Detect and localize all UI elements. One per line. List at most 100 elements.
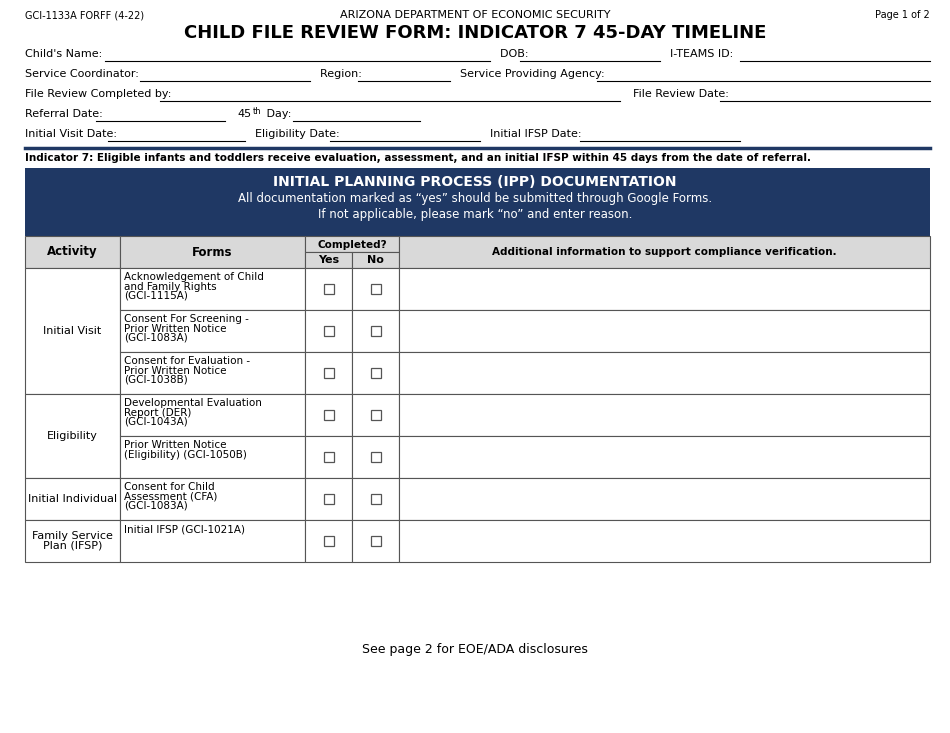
Bar — [25, 236, 120, 268]
Bar — [399, 478, 930, 520]
Text: Plan (IFSP): Plan (IFSP) — [43, 541, 103, 551]
Text: Family Service: Family Service — [32, 531, 113, 541]
Text: Eligibility Date:: Eligibility Date: — [255, 129, 343, 139]
Bar — [305, 268, 352, 310]
Text: Initial IFSP (GCI-1021A): Initial IFSP (GCI-1021A) — [124, 524, 245, 534]
Text: Forms: Forms — [192, 246, 233, 259]
Bar — [25, 394, 120, 478]
Text: Prior Written Notice: Prior Written Notice — [124, 323, 226, 334]
Bar — [324, 494, 333, 504]
Text: File Review Date:: File Review Date: — [633, 89, 732, 99]
Bar — [120, 478, 305, 520]
Text: Completed?: Completed? — [317, 240, 387, 250]
Text: All documentation marked as “yes” should be submitted through Google Forms.: All documentation marked as “yes” should… — [238, 192, 712, 205]
Text: ARIZONA DEPARTMENT OF ECONOMIC SECURITY: ARIZONA DEPARTMENT OF ECONOMIC SECURITY — [340, 10, 610, 20]
Text: (Eligibility) (GCI-1050B): (Eligibility) (GCI-1050B) — [124, 449, 247, 460]
Bar — [324, 368, 333, 378]
Bar — [305, 310, 352, 352]
Bar — [324, 452, 333, 462]
Text: th: th — [253, 107, 261, 116]
Bar — [120, 352, 305, 394]
Bar — [352, 310, 399, 352]
Text: Yes: Yes — [318, 255, 339, 265]
Bar — [305, 436, 352, 478]
Bar — [305, 352, 352, 394]
Text: (GCI-1083A): (GCI-1083A) — [124, 501, 188, 511]
Text: Indicator 7: Eligible infants and toddlers receive evaluation, assessment, and a: Indicator 7: Eligible infants and toddle… — [25, 153, 811, 163]
Text: (GCI-1083A): (GCI-1083A) — [124, 333, 188, 343]
Text: Page 1 of 2: Page 1 of 2 — [875, 10, 930, 20]
Text: Initial Visit: Initial Visit — [44, 326, 102, 336]
Text: CHILD FILE REVIEW FORM: INDICATOR 7 45-DAY TIMELINE: CHILD FILE REVIEW FORM: INDICATOR 7 45-D… — [183, 24, 767, 42]
Text: Region:: Region: — [320, 69, 366, 79]
Bar — [399, 394, 930, 436]
Bar — [370, 494, 381, 504]
Bar — [25, 168, 930, 236]
Bar — [352, 268, 399, 310]
Bar — [120, 268, 305, 310]
Text: (GCI-1115A): (GCI-1115A) — [124, 291, 188, 301]
Bar — [25, 268, 120, 394]
Bar — [305, 252, 352, 268]
Text: Day:: Day: — [263, 109, 294, 119]
Bar — [370, 536, 381, 546]
Text: Service Providing Agency:: Service Providing Agency: — [460, 69, 608, 79]
Text: Prior Written Notice: Prior Written Notice — [124, 366, 226, 375]
Text: Consent for Child: Consent for Child — [124, 482, 215, 492]
Text: Report (DER): Report (DER) — [124, 408, 191, 418]
Bar — [25, 520, 120, 562]
Text: (GCI-1043A): (GCI-1043A) — [124, 417, 188, 427]
Text: (GCI-1038B): (GCI-1038B) — [124, 375, 188, 385]
Text: and Family Rights: and Family Rights — [124, 281, 217, 292]
Text: 45: 45 — [237, 109, 251, 119]
Text: Assessment (CFA): Assessment (CFA) — [124, 492, 218, 501]
Bar — [399, 310, 930, 352]
Bar — [370, 284, 381, 294]
Bar — [324, 536, 333, 546]
Text: Initial Visit Date:: Initial Visit Date: — [25, 129, 121, 139]
Bar — [352, 352, 399, 394]
Bar — [120, 310, 305, 352]
Bar — [352, 394, 399, 436]
Bar — [399, 352, 930, 394]
Bar — [120, 520, 305, 562]
Text: Developmental Evaluation: Developmental Evaluation — [124, 398, 262, 408]
Bar — [120, 236, 305, 268]
Bar — [399, 268, 930, 310]
Bar — [352, 436, 399, 478]
Text: Service Coordinator:: Service Coordinator: — [25, 69, 142, 79]
Bar — [352, 252, 399, 268]
Bar — [399, 236, 930, 268]
Bar — [305, 236, 399, 252]
Bar — [399, 436, 930, 478]
Text: GCI-1133A FORFF (4-22): GCI-1133A FORFF (4-22) — [25, 10, 144, 20]
Bar — [370, 410, 381, 420]
Bar — [352, 478, 399, 520]
Bar — [324, 326, 333, 336]
Bar — [120, 436, 305, 478]
Text: Acknowledgement of Child: Acknowledgement of Child — [124, 272, 264, 282]
Text: Child's Name:: Child's Name: — [25, 49, 105, 59]
Bar — [305, 478, 352, 520]
Bar — [399, 520, 930, 562]
Bar — [25, 478, 120, 520]
Text: INITIAL PLANNING PROCESS (IPP) DOCUMENTATION: INITIAL PLANNING PROCESS (IPP) DOCUMENTA… — [274, 175, 676, 189]
Bar — [120, 394, 305, 436]
Text: Eligibility: Eligibility — [48, 431, 98, 441]
Text: See page 2 for EOE/ADA disclosures: See page 2 for EOE/ADA disclosures — [362, 643, 588, 656]
Bar — [305, 520, 352, 562]
Bar — [324, 410, 333, 420]
Text: If not applicable, please mark “no” and enter reason.: If not applicable, please mark “no” and … — [318, 208, 632, 221]
Text: Referral Date:: Referral Date: — [25, 109, 106, 119]
Bar — [352, 520, 399, 562]
Text: Prior Written Notice: Prior Written Notice — [124, 440, 226, 450]
Text: DOB:: DOB: — [500, 49, 532, 59]
Bar — [370, 326, 381, 336]
Text: Activity: Activity — [48, 246, 98, 259]
Text: No: No — [367, 255, 384, 265]
Bar — [305, 394, 352, 436]
Bar — [370, 452, 381, 462]
Text: Additional information to support compliance verification.: Additional information to support compli… — [492, 247, 837, 257]
Text: Consent For Screening -: Consent For Screening - — [124, 314, 249, 324]
Text: Consent for Evaluation -: Consent for Evaluation - — [124, 356, 250, 366]
